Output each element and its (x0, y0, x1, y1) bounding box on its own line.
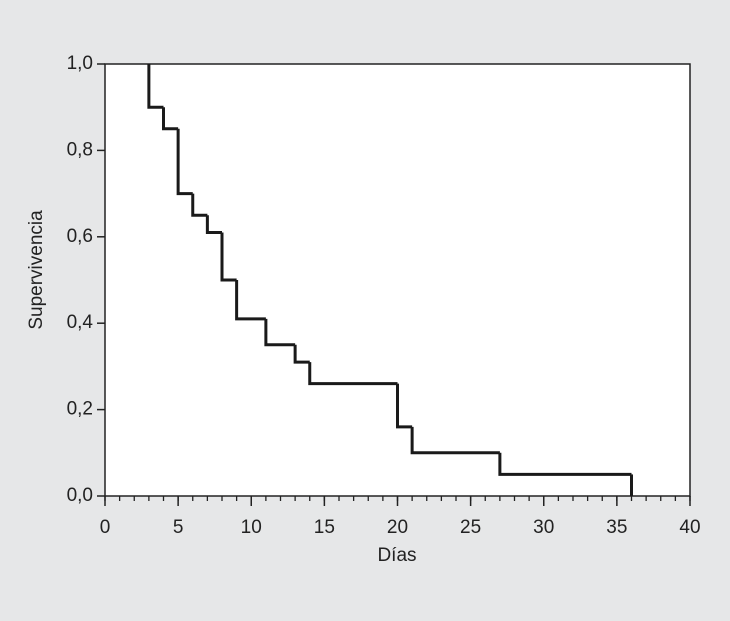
y-tick-label: 0,4 (67, 312, 94, 333)
x-tick-label: 35 (606, 517, 627, 538)
x-tick-label: 30 (533, 517, 554, 538)
survival-step (293, 344, 310, 364)
y-tick-label: 0,0 (67, 485, 93, 506)
survival-step (220, 232, 237, 282)
survival-step (147, 64, 164, 109)
y-tick-label: 0,2 (67, 399, 93, 420)
survival-step (396, 383, 413, 429)
y-axis-label: Supervivencia (26, 210, 47, 330)
survival-step (235, 280, 266, 321)
x-tick-label: 5 (173, 517, 184, 538)
x-tick-label: 15 (314, 517, 335, 538)
survival-step (410, 426, 500, 455)
x-tick-label: 25 (460, 517, 481, 538)
x-tick-label: 40 (679, 517, 700, 538)
x-tick-label: 20 (387, 517, 408, 538)
survival-step (264, 318, 296, 347)
survival-step (205, 215, 222, 234)
survival-step (308, 362, 398, 386)
x-tick-label: 10 (241, 517, 262, 538)
plot-area (104, 63, 691, 497)
survival-step (162, 107, 179, 131)
survival-step (191, 193, 208, 217)
y-tick-label: 0,6 (67, 226, 93, 247)
survival-step (498, 452, 632, 476)
y-tick-label: 1,0 (67, 53, 93, 74)
y-tick-label: 0,8 (67, 139, 93, 160)
x-axis-label: Días (377, 545, 416, 566)
x-tick-label: 0 (100, 517, 111, 538)
survival-step (176, 128, 193, 196)
